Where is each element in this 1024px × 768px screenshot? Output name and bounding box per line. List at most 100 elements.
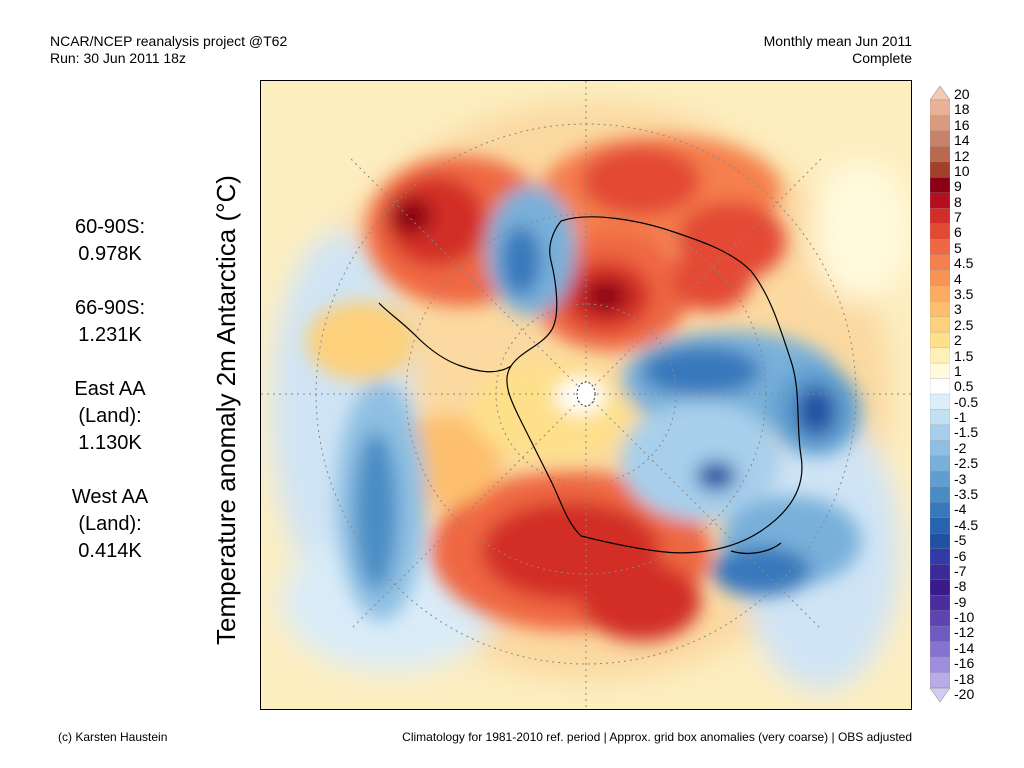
stat-value: 0.414K [78,540,142,562]
colorbar-tick-label: 2.5 [954,316,974,333]
stat-value: 0.978K [78,243,142,265]
colorbar-tick-label: 2 [954,332,962,349]
colorbar-tick-label: -16 [954,655,975,672]
colorbar-segment [930,316,950,333]
colorbar-tick-label: -12 [954,624,975,641]
colorbar-tick-label: 4 [954,270,962,287]
colorbar-segment [930,564,950,581]
colorbar-tick-label: -2.5 [954,455,979,472]
colorbar-tick-label: 0.5 [954,378,974,395]
colorbar-tick-label: 9 [954,178,962,195]
colorbar-segment [930,270,950,287]
stat-60-90s: 60-90S: 0.978K [40,214,180,268]
colorbar-tick-label: 7 [954,209,962,226]
stats-panel: 60-90S: 0.978K 66-90S: 1.231K East AA (L… [40,214,180,592]
colorbar-tick-label: -8 [954,578,967,595]
colorbar [930,86,950,702]
colorbar-tick-label: 8 [954,193,962,210]
colorbar-tick-label: -14 [954,639,975,656]
colorbar-tick-label: 4.5 [954,255,974,272]
run-time: Run: 30 Jun 2011 18z [50,50,186,66]
colorbar-tick-label: -0.5 [954,393,979,410]
colorbar-tick-label: 18 [954,101,970,118]
colorbar-bottom-arrow [930,687,950,702]
colorbar-tick-label: 14 [954,132,970,149]
colorbar-tick-label: 20 [954,86,970,102]
colorbar-segment [930,161,950,179]
header-right: Monthly mean Jun 2011 Complete [764,33,912,67]
stat-sublabel: (Land): [78,513,142,535]
colorbar-tick-label: 1.5 [954,347,974,364]
colorbar-segment [930,672,950,689]
colorbar-tick-label: -4.5 [954,516,979,533]
colorbar-segment [930,239,950,256]
colorbar-tick-label: 6 [954,224,962,241]
colorbar-segment [930,378,950,395]
colorbar-segment [930,130,950,148]
anomaly-contours [306,136,861,641]
colorbar-segment [930,579,950,596]
copyright: (c) Karsten Haustein [58,730,168,744]
coastlines [378,216,803,555]
colorbar-tick-label: -6 [954,547,967,564]
colorbar-segment [930,146,950,163]
colorbar-segment [930,610,950,627]
methodology-note: Climatology for 1981-2010 ref. period | … [402,730,912,744]
colorbar-segment [930,393,950,411]
stat-label: 66-90S: [74,297,146,319]
colorbar-segment [930,409,950,426]
colorbar-segment [930,347,950,364]
colorbar-segment [930,177,950,194]
colorbar-segment [930,192,950,209]
colorbar-segment [930,548,950,565]
stat-sublabel: (Land): [78,405,142,427]
colorbar-tick-label: -4 [954,501,967,518]
stat-east-aa: East AA (Land): 1.130K [40,376,180,457]
colorbar-segment [930,223,950,240]
colorbar-tick-label: 5 [954,239,962,256]
graticule [261,81,911,709]
colorbar-segment [930,625,950,643]
colorbar-top-arrow [930,86,950,101]
colorbar-segment [930,455,950,473]
colorbar-tick-label: -3 [954,470,967,487]
colorbar-tick-label: 12 [954,147,970,164]
colorbar-segment [930,641,950,658]
colorbar-tick-label: -1.5 [954,424,979,441]
colorbar-segment [930,533,950,550]
anomaly-map [260,80,912,710]
axis-title: Temperature anomaly 2m Antarctica (°C) [211,175,241,645]
colorbar-segment [930,331,950,349]
colorbar-tick-label: -20 [954,686,975,702]
colorbar-segment [930,517,950,534]
colorbar-segment [930,115,950,132]
colorbar-segment [930,502,950,519]
colorbar-segment [930,254,950,271]
stat-value: 1.231K [78,324,142,346]
colorbar-segment [930,486,950,503]
stat-label: West AA [71,486,149,508]
header-left: NCAR/NCEP reanalysis project @T62 Run: 3… [50,33,287,67]
stat-66-90s: 66-90S: 1.231K [40,295,180,349]
stat-west-aa: West AA (Land): 0.414K [40,484,180,565]
colorbar-tick-label: 16 [954,116,970,133]
colorbar-tick-label: 1 [954,362,962,379]
colorbar-tick-label: -7 [954,562,967,579]
colorbar-tick-label: -1 [954,409,967,426]
stat-label: 60-90S: [74,216,146,238]
stat-value: 1.130K [78,432,142,454]
colorbar-segment [930,424,950,442]
colorbar-segment [930,208,950,225]
pole-marker [576,381,596,407]
colorbar-tick-label: 3 [954,301,962,318]
colorbar-tick-label: 10 [954,162,970,179]
colorbar-tick-label: -9 [954,593,967,610]
colorbar-tick-label: -18 [954,670,975,687]
colorbar-tick-label: -3.5 [954,486,979,502]
map-svg [261,81,911,709]
colorbar-segment [930,595,950,612]
colorbar-tick-label: -10 [954,609,975,626]
period-title: Monthly mean Jun 2011 [763,33,912,49]
colorbar-segment [930,99,950,117]
stat-label: East AA [74,378,146,400]
